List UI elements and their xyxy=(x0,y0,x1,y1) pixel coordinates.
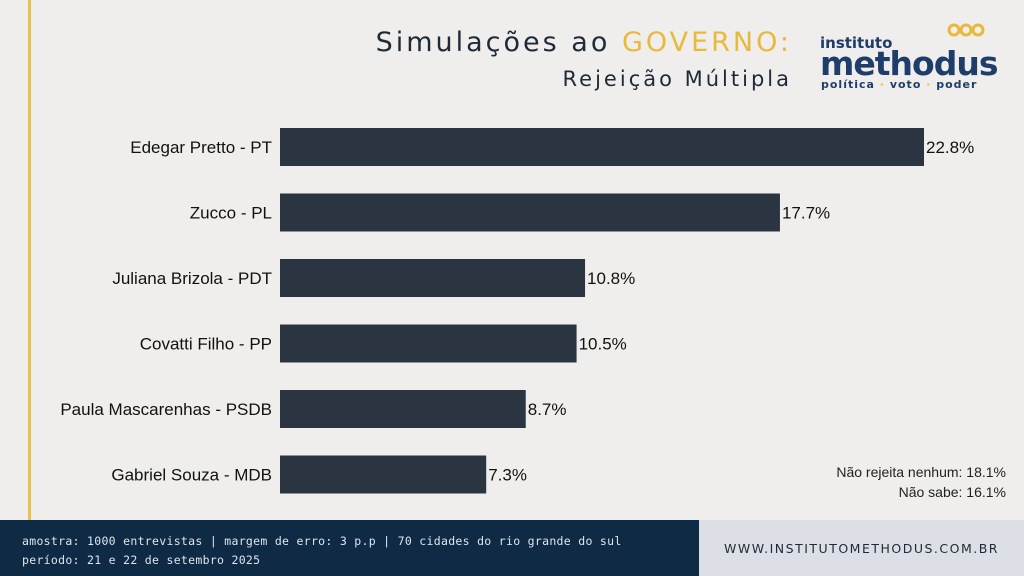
logo-tag-3: poder xyxy=(936,78,978,91)
logo-small-text: instituto xyxy=(820,34,893,52)
category-label: Juliana Brizola - PDT xyxy=(112,269,272,288)
methodus-logo: instituto methodus política · voto · pod… xyxy=(820,22,998,92)
chart-subtitle: Rejeição Múltipla xyxy=(562,67,792,91)
bar xyxy=(280,259,586,297)
logo-tag-dot: · xyxy=(879,78,885,91)
chart-title: Simulações ao GOVERNO: xyxy=(376,26,792,60)
title-prefix: Simulações ao xyxy=(375,27,622,58)
category-label: Covatti Filho - PP xyxy=(140,335,272,354)
bar xyxy=(280,324,577,363)
infinity-mark-icon xyxy=(947,23,985,37)
footer-sample-line: amostra: 1000 entrevistas | margem de er… xyxy=(22,534,622,548)
logo-tagline: política · voto · poder xyxy=(821,78,977,91)
accent-line xyxy=(28,0,31,520)
category-label: Paula Mascarenhas - PSDB xyxy=(60,400,272,419)
title-highlight: GOVERNO: xyxy=(621,27,792,58)
value-label: 10.8% xyxy=(587,269,635,288)
value-label: 8.7% xyxy=(528,400,567,419)
logo-big-text: methodus xyxy=(820,44,998,83)
category-label: Zucco - PL xyxy=(190,204,272,223)
bar xyxy=(280,193,780,232)
bar xyxy=(280,390,526,428)
footer-methodology: amostra: 1000 entrevistas | margem de er… xyxy=(0,520,699,576)
bar-chart: Edegar Pretto - PT 22.8% Zucco - PL 17.7% Ju… xyxy=(60,128,974,494)
footer-website: WWW.INSTITUTOMETHODUS.COM.BR xyxy=(699,520,1024,576)
website-link[interactable]: WWW.INSTITUTOMETHODUS.COM.BR xyxy=(724,540,999,556)
note-no-rejection: Não rejeita nenhum: 18.1% xyxy=(836,464,1006,480)
category-label: Edegar Pretto - PT xyxy=(130,138,272,157)
notes: Não rejeita nenhum: 18.1% Não sabe: 16.1… xyxy=(836,462,1006,502)
logo-tag-dot: · xyxy=(926,78,932,91)
note-dont-know: Não sabe: 16.1% xyxy=(898,484,1006,500)
value-label: 17.7% xyxy=(782,204,830,223)
value-label: 10.5% xyxy=(579,335,627,354)
title-block: Simulações ao GOVERNO: Rejeição Múltipla xyxy=(376,26,792,94)
bar xyxy=(280,128,924,166)
value-label: 22.8% xyxy=(926,138,974,157)
category-label: Gabriel Souza - MDB xyxy=(111,466,272,485)
logo-tag-1: política xyxy=(821,78,875,91)
footer-period-line: período: 21 e 22 de setembro 2025 xyxy=(22,553,261,567)
value-label: 7.3% xyxy=(488,466,527,485)
logo-tag-2: voto xyxy=(889,78,922,91)
bar xyxy=(280,455,487,494)
